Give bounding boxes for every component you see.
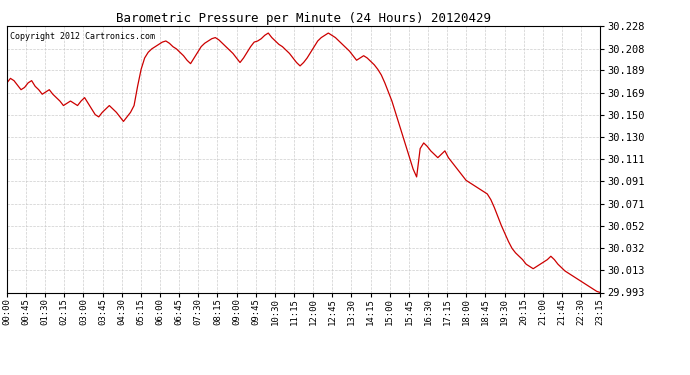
Title: Barometric Pressure per Minute (24 Hours) 20120429: Barometric Pressure per Minute (24 Hours… <box>116 12 491 25</box>
Text: Copyright 2012 Cartronics.com: Copyright 2012 Cartronics.com <box>10 32 155 40</box>
